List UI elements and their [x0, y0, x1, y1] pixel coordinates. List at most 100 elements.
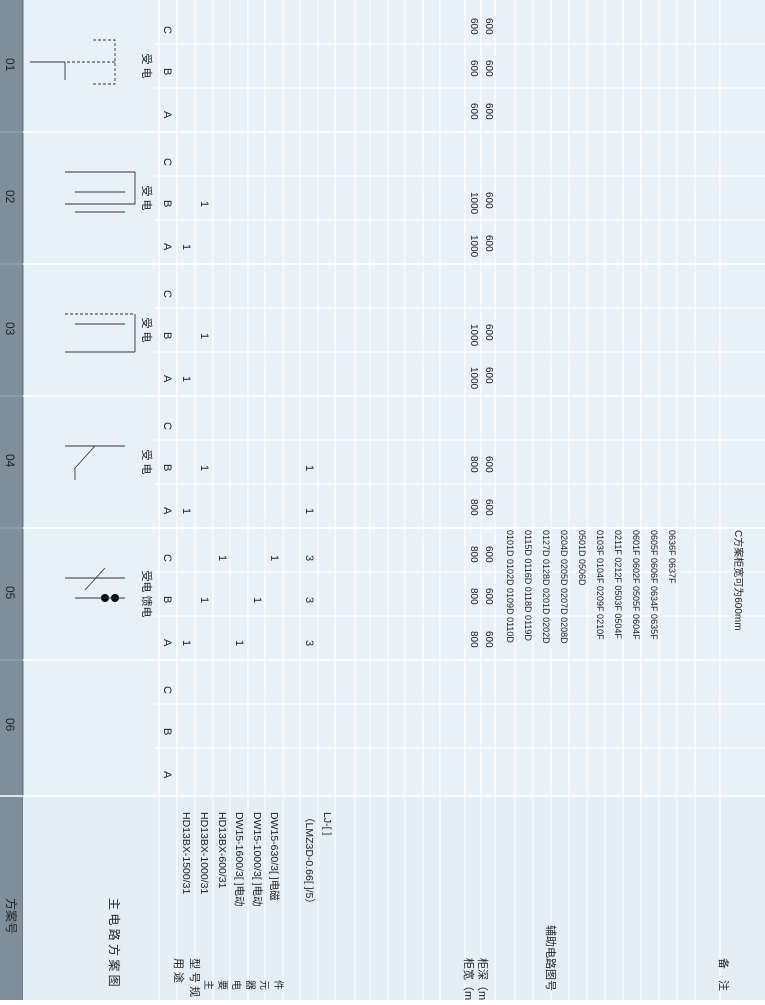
aux-circuit-code: 0103F 0104F 0209F 0210F	[595, 530, 605, 640]
scheme-number-04: 04	[3, 454, 17, 468]
quantity-value: 1	[198, 465, 210, 471]
cabinet-width-value: 1000	[468, 367, 479, 390]
cabinet-width-value: 1000	[468, 192, 479, 215]
vertical-char: 件	[272, 980, 284, 990]
phase-a: A	[161, 507, 173, 515]
phase-b: B	[161, 464, 173, 471]
cabinet-depth-value: 600	[483, 456, 494, 473]
phase-c: C	[161, 686, 173, 694]
phase-a: A	[161, 771, 173, 779]
phase-a: A	[161, 243, 173, 251]
cabinet-depth-label: 柜深（mm）	[476, 958, 489, 1000]
phase-b: B	[161, 728, 173, 735]
cabinet-depth-value: 600	[483, 367, 494, 384]
quantity-value: 3	[303, 640, 315, 646]
quantity-value: 1	[180, 244, 192, 250]
cabinet-depth-value: 600	[483, 631, 494, 648]
component-label: HD13BX-1000/31	[198, 812, 210, 894]
cabinet-width-value: 600	[468, 18, 479, 35]
cabinet-width-value: 1000	[468, 235, 479, 258]
remark-note: C方案柜宽可为600mm	[732, 530, 745, 631]
quantity-value: 1	[303, 508, 315, 514]
component-label: （LMZ3D-0.66[ ]/5）	[303, 812, 315, 909]
cabinet-depth-value: 600	[483, 588, 494, 605]
aux-circuit-label: 辅助电路图号	[544, 925, 558, 991]
component-label: DW15-1000/3[ ]电动	[251, 812, 264, 907]
usage-value: 受电 馈电	[140, 570, 153, 617]
component-label: HD13BX-1500/31	[180, 812, 192, 894]
phase-c: C	[161, 290, 173, 298]
aux-circuit-code: 0636F 0637F	[667, 530, 677, 584]
quantity-value: 1	[216, 555, 228, 561]
vertical-char: 元	[258, 980, 269, 990]
quantity-value: 1	[198, 333, 210, 339]
component-list: HD13BX-1500/31 HD13BX-1000/31 HD13BX-600/3…	[180, 812, 333, 909]
cabinet-depth-value: 600	[483, 499, 494, 516]
cabinet-width-value: 800	[468, 546, 479, 563]
label-column	[23, 796, 765, 1000]
usage-value: 受 电	[140, 317, 153, 342]
aux-circuit-code: 0501D 0506D	[577, 530, 587, 586]
scheme-number-01: 01	[3, 58, 17, 72]
phase-c: C	[161, 422, 173, 430]
cabinet-width-value: 800	[468, 588, 479, 605]
scheme-number-header	[0, 0, 23, 1000]
phase-a: A	[161, 639, 173, 647]
cabinet-width-label: 柜宽（mm）	[462, 958, 476, 1000]
phase-c: C	[161, 554, 173, 562]
cabinet-depth-value: 600	[483, 324, 494, 341]
table-body	[23, 0, 765, 1000]
component-label: LJ-[ ]	[321, 812, 333, 835]
cabinet-width-value: 1000	[468, 324, 479, 347]
cabinet-width-value: 800	[468, 456, 479, 473]
aux-circuit-code: 0204D 0205D 0207D 0208D	[559, 530, 569, 644]
model-spec-label: 型 号 规 格	[188, 958, 202, 1000]
cabinet-width-value: 800	[468, 631, 479, 648]
aux-circuit-code: 0127D 0128D 0201D 0202D	[541, 530, 551, 644]
quantity-value: 1	[233, 640, 245, 646]
main-components-vertical-label: 主要电器元件	[202, 980, 284, 990]
scheme-number-02: 02	[3, 190, 17, 204]
usage-value: 受 电	[140, 53, 153, 78]
scheme-number-05: 05	[3, 586, 17, 600]
cabinet-depth-value: 600	[483, 18, 494, 35]
vertical-char: 主	[202, 980, 214, 990]
cabinet-depth-value: 600	[483, 192, 494, 209]
phase-a: A	[161, 375, 173, 383]
vertical-char: 要	[216, 980, 228, 990]
scheme-number-06: 06	[3, 718, 17, 732]
quantity-value: 3	[303, 555, 315, 561]
usage-value: 受 电	[140, 185, 153, 210]
cabinet-depth-value: 600	[483, 103, 494, 120]
cabinet-width-value: 800	[468, 499, 479, 516]
remarks-label: 备 注	[717, 958, 731, 991]
cabinet-width-value: 600	[468, 103, 479, 120]
component-label: DW15-1600/3[ ]电动	[233, 812, 246, 907]
vertical-char: 电	[230, 980, 243, 990]
quantity-value: 1	[180, 376, 192, 382]
phase-b: B	[161, 332, 173, 339]
aux-circuit-code: 0101D 0102D 0109D 0110D	[505, 530, 515, 643]
quantity-value: 1	[180, 508, 192, 514]
aux-circuit-code: 0605F 0606F 0634F 0635F	[649, 530, 659, 640]
quantity-value: 1	[251, 597, 263, 603]
component-label: DW15-630/3[ ]电磁	[268, 812, 281, 901]
cabinet-depth-value: 600	[483, 546, 494, 563]
aux-circuit-code: 0115D 0116D 0118D 0119D	[523, 530, 533, 641]
scheme-number-03: 03	[3, 322, 17, 336]
quantity-value: 1	[198, 597, 210, 603]
quantity-value: 1	[303, 465, 315, 471]
cabinet-width-value: 600	[468, 60, 479, 77]
quantity-value: 1	[268, 555, 280, 561]
cabinet-depth-value: 600	[483, 60, 494, 77]
quantity-value: 3	[303, 597, 315, 603]
cabinet-depth-value: 600	[483, 235, 494, 252]
aux-circuit-code: 0211F 0212F 0503F 0504F	[613, 530, 623, 639]
main-circuit-label: 主 电 路 方 案 图	[107, 898, 122, 987]
aux-circuit-code: 0601F 0602F 0505F 0604F	[631, 530, 641, 640]
scheme-number-label: 方案号	[4, 898, 19, 934]
vertical-char: 器	[244, 980, 256, 990]
